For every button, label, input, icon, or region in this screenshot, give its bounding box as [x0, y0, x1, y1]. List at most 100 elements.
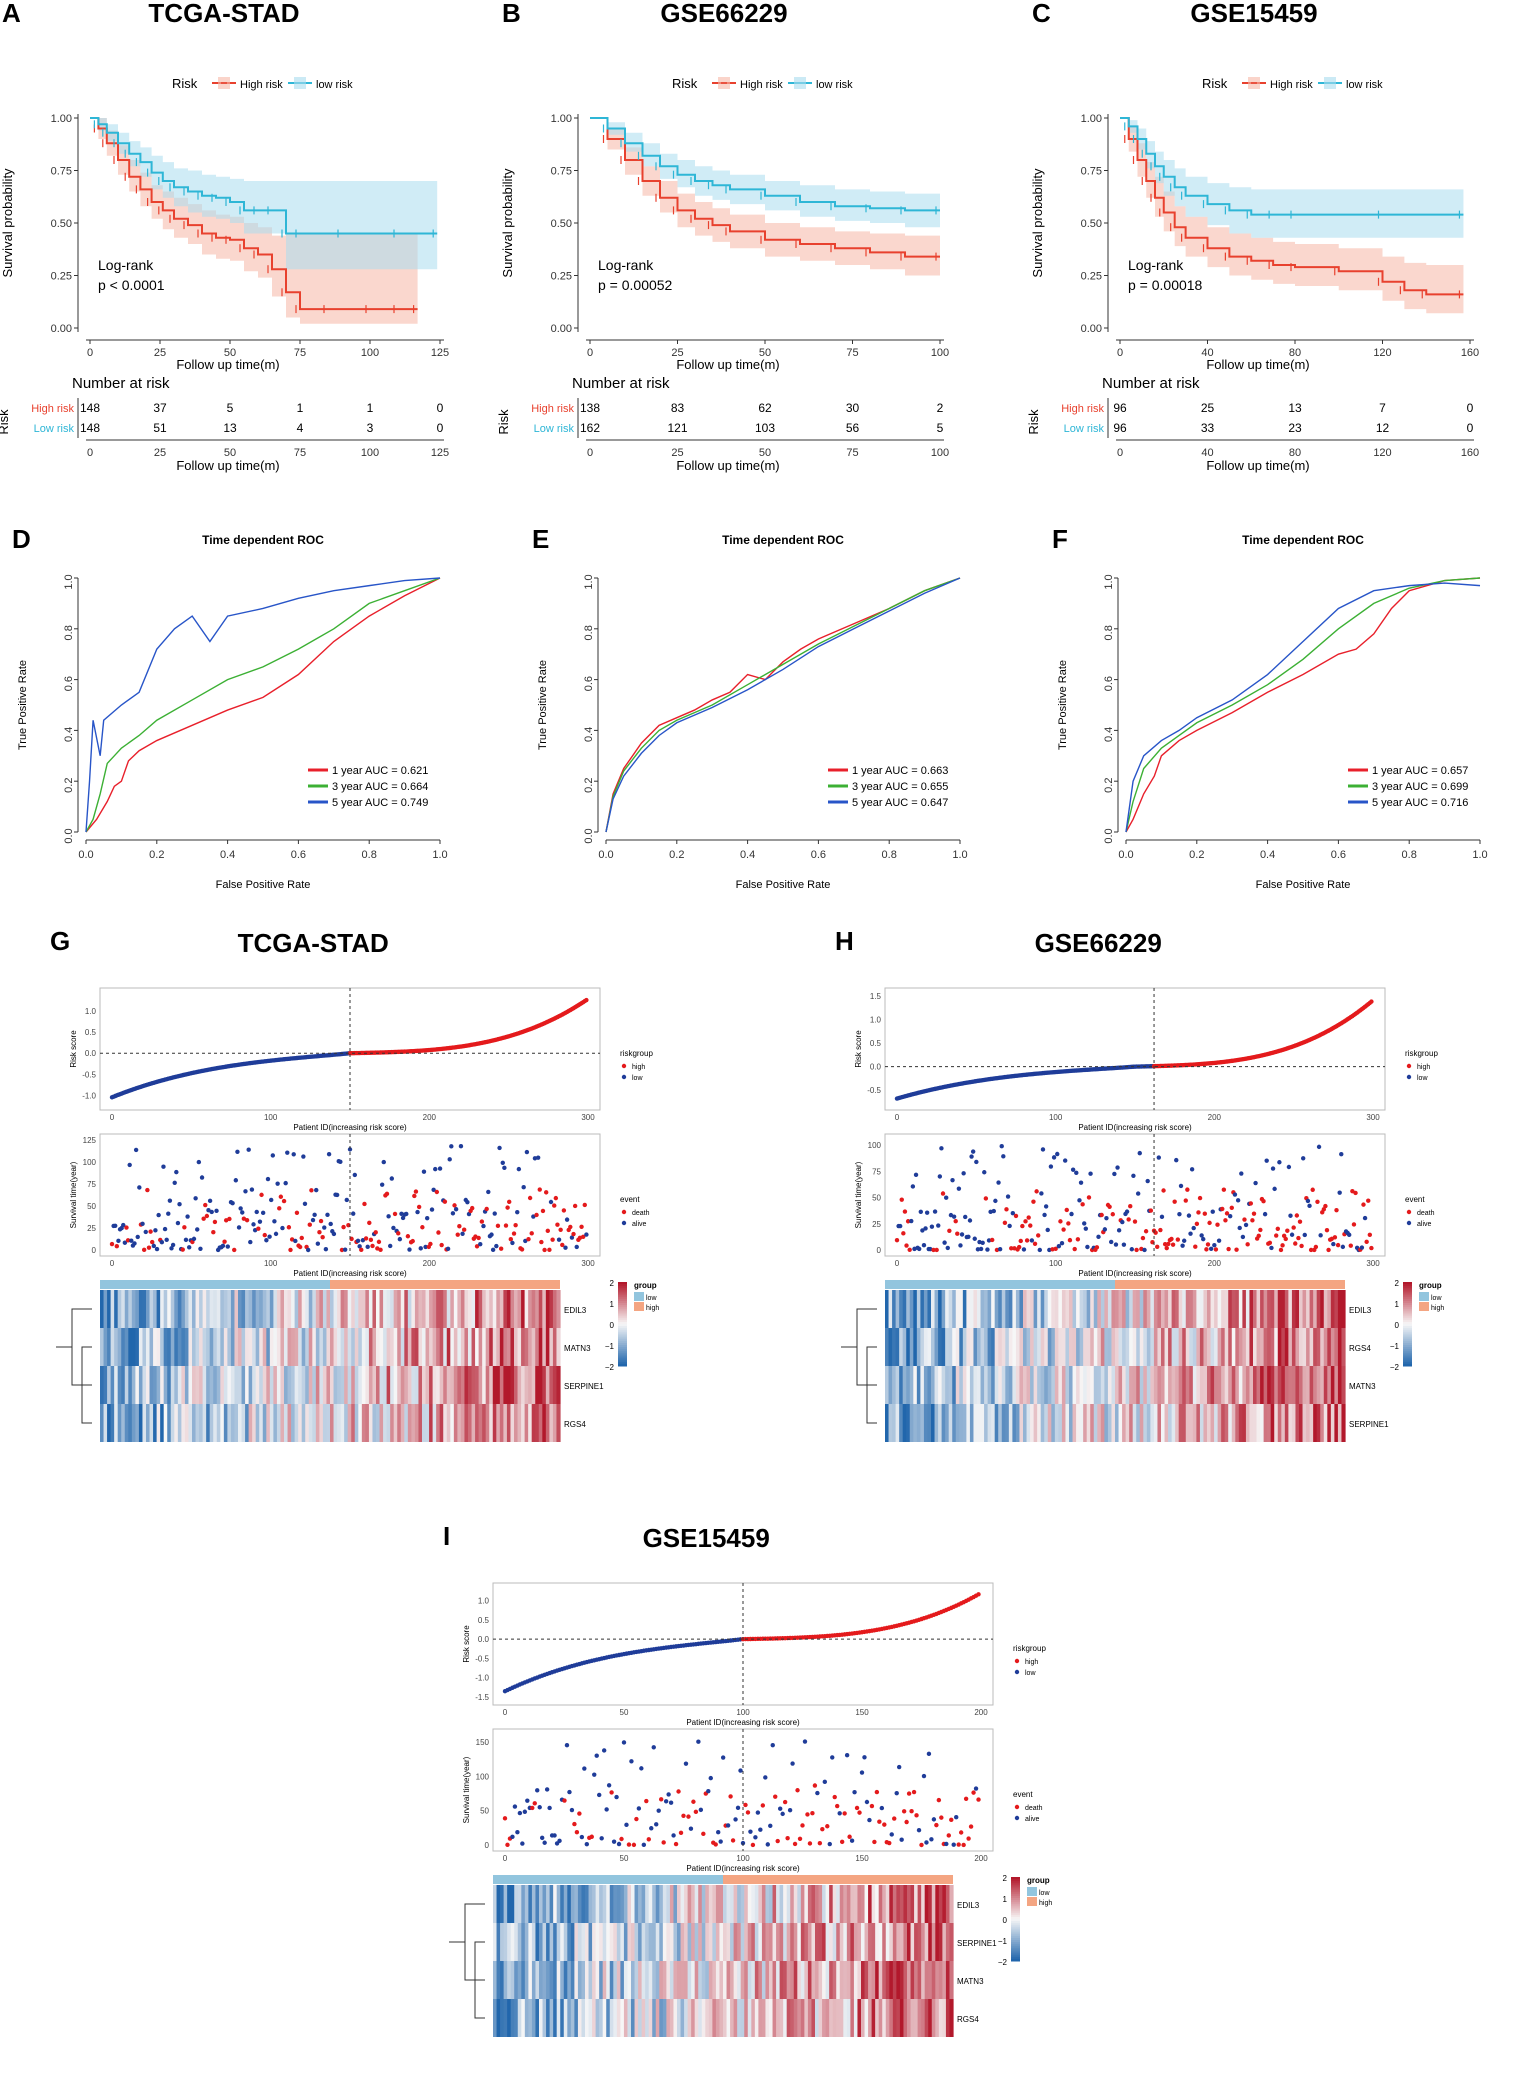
heatmap-cell: [1309, 1328, 1314, 1366]
heatmap-cell: [496, 1923, 501, 1961]
heatmap-cell: [492, 1328, 497, 1366]
y-tick-label: 0.00: [551, 323, 572, 335]
heatmap-cell: [1001, 1366, 1006, 1404]
time-point: [1286, 1164, 1292, 1170]
heatmap-cell: [354, 1290, 359, 1328]
roc-x-label: False Positive Rate: [216, 879, 311, 891]
heatmap-cell: [553, 1961, 558, 1999]
heatmap-cell: [623, 1885, 629, 1923]
heatmap-cell: [531, 1366, 536, 1404]
heatmap-cell: [1299, 1290, 1304, 1328]
heatmap-cell: [723, 1999, 728, 2037]
heatmap-cell: [581, 1885, 586, 1923]
heatmap-cell: [1306, 1328, 1311, 1366]
score-x-tick: 300: [581, 1113, 595, 1122]
heatmap-cell: [652, 1923, 657, 1961]
time-point: [718, 1839, 723, 1844]
heatmap-cell: [1115, 1366, 1120, 1404]
time-point: [550, 1237, 555, 1242]
heatmap-cell: [524, 1961, 529, 1999]
color-scale-step: [618, 1324, 627, 1327]
heatmap-cell: [1001, 1328, 1006, 1366]
heatmap-cell: [1238, 1290, 1243, 1328]
heatmap-cell: [875, 1999, 880, 2037]
heatmap-cell: [687, 1923, 692, 1961]
roc-curve-0: [1125, 577, 1481, 833]
heatmap-cell: [1146, 1328, 1151, 1366]
heatmap-cell: [1291, 1366, 1297, 1404]
heatmap-cell: [931, 1885, 936, 1923]
time-point: [943, 1195, 949, 1200]
heatmap-cell: [1214, 1328, 1219, 1366]
heatmap-cell: [209, 1404, 214, 1442]
risk-count-low: 23: [1288, 421, 1302, 435]
heatmap-cell: [528, 1366, 533, 1404]
time-point: [755, 1810, 761, 1815]
time-point: [498, 1246, 504, 1251]
heatmap-cell: [899, 1885, 905, 1923]
color-scale-step: [1403, 1342, 1412, 1346]
time-point: [265, 1176, 271, 1182]
heatmap-cell: [1171, 1290, 1176, 1328]
panel-letter-E: E: [532, 524, 549, 554]
heatmap-cell: [1008, 1404, 1013, 1442]
time-point: [314, 1187, 319, 1193]
heatmap-cell: [1320, 1404, 1325, 1442]
color-scale-step: [618, 1340, 627, 1344]
risk-x-tick: 50: [759, 447, 771, 459]
logrank-label: Log-rank: [1128, 257, 1184, 273]
heatmap-cell: [177, 1366, 182, 1404]
heatmap-cell: [758, 1923, 763, 1961]
heatmap-cell: [227, 1290, 232, 1328]
heatmap-cell: [407, 1290, 412, 1328]
time-point: [1083, 1226, 1089, 1231]
dendrogram-branch: [474, 1941, 485, 2019]
heatmap-cell: [553, 1885, 558, 1923]
heatmap-cell: [627, 1885, 632, 1923]
heatmap-cell: [496, 1961, 501, 1999]
heatmap-cell: [457, 1366, 462, 1404]
heatmap-cell: [577, 1923, 583, 1961]
heatmap-cell: [273, 1290, 278, 1328]
heatmap-cell: [896, 1999, 901, 2037]
time-point: [244, 1217, 250, 1223]
color-scale-step: [618, 1309, 627, 1312]
time-point: [1067, 1237, 1073, 1243]
heatmap-cell: [361, 1404, 366, 1442]
heatmap-cell: [531, 1885, 537, 1923]
heatmap-cell: [899, 1961, 905, 1999]
heatmap-cell: [524, 1923, 529, 1961]
x-tick-label: 0.2: [1189, 849, 1204, 861]
heatmap-cell: [602, 1923, 607, 1961]
heatmap-cell: [245, 1290, 250, 1328]
legend-low-label: low risk: [816, 79, 853, 91]
heatmap-cell: [1330, 1404, 1335, 1442]
heatmap-cell: [365, 1328, 370, 1366]
heatmap-cell: [365, 1404, 370, 1442]
heatmap-cell: [368, 1366, 374, 1404]
time-point: [185, 1214, 190, 1219]
heatmap-cell: [871, 1999, 876, 2037]
x-tick-label: 0.4: [740, 849, 755, 861]
km-curve-high: [90, 117, 418, 311]
heatmap-cell: [758, 1961, 763, 1999]
heatmap-cell: [188, 1328, 193, 1366]
time-point: [611, 1839, 617, 1844]
y-tick-label: 0.00: [51, 323, 72, 335]
heatmap-cell: [117, 1328, 122, 1366]
heatmap-cell: [825, 1923, 830, 1961]
heatmap-cell: [269, 1328, 274, 1366]
heatmap-cell: [266, 1404, 271, 1442]
heatmap-cell: [616, 1999, 621, 2037]
time-point: [1364, 1239, 1369, 1245]
time-point: [1062, 1158, 1068, 1163]
heatmap-cell: [1168, 1366, 1173, 1404]
time-point: [1245, 1242, 1250, 1247]
heatmap-cell: [938, 1923, 943, 1961]
time-point: [116, 1238, 121, 1244]
heatmap-cell: [1323, 1328, 1328, 1366]
roc-legend-label: 1 year AUC = 0.663: [852, 765, 948, 777]
heatmap-cell: [786, 1885, 791, 1923]
time-point: [407, 1247, 412, 1252]
heatmap-cell: [592, 1885, 597, 1923]
